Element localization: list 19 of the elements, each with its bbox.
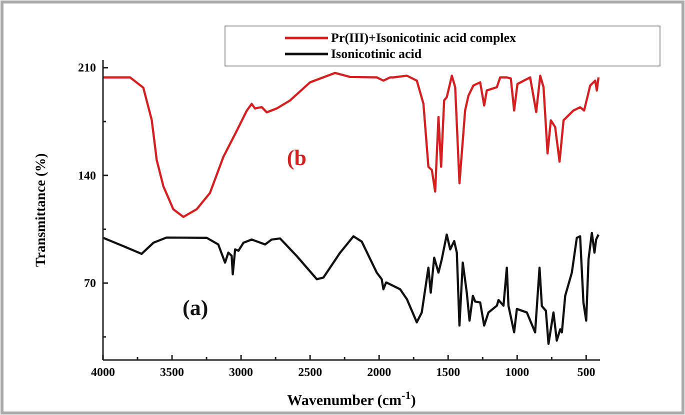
x-tick-label: 3500 [160, 365, 184, 379]
y-tick-label: 210 [78, 60, 96, 75]
x-tick-label: 500 [577, 365, 596, 379]
legend-label: Pr(III)+Isonicotinic acid complex [331, 30, 517, 45]
x-tick-label: 2500 [298, 365, 322, 379]
annotation: (a) [182, 295, 208, 320]
y-tick-label: 70 [84, 276, 96, 290]
x-tick-label: 4000 [91, 365, 115, 379]
line-series [102, 232, 600, 345]
x-tick-label: 2000 [367, 365, 392, 379]
y-axis-title: Transmittance (%) [34, 152, 49, 267]
y-tick-label: 140 [78, 168, 96, 182]
x-axis-title: Wavenumber (cm$^{-1}$) [287, 390, 416, 409]
x-tick-label: 1500 [436, 365, 460, 379]
line-series [102, 72, 600, 218]
x-tick-label: 3000 [229, 365, 254, 379]
annotation: (b [286, 145, 306, 170]
x-tick-label: 1000 [505, 365, 530, 379]
legend-label: Isonicotinic acid [331, 46, 422, 61]
